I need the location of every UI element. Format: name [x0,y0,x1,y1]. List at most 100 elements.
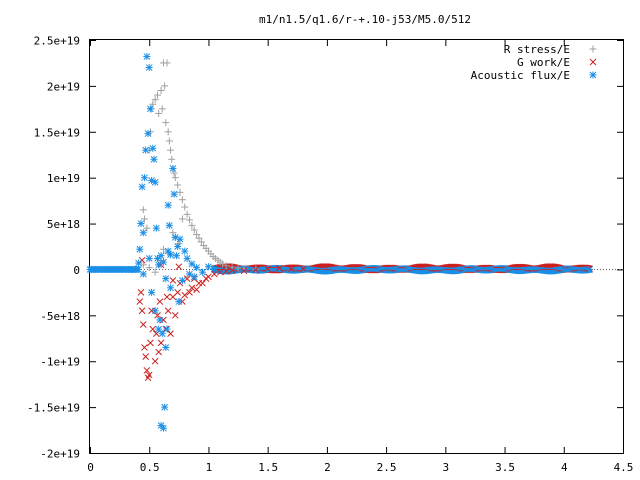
data-point [163,293,171,301]
data-point [181,203,189,211]
data-point [140,215,148,223]
data-point [188,260,196,268]
data-point [188,284,196,292]
y-tick-label: 2.5e+19 [34,35,80,48]
data-point [178,196,186,204]
data-point [140,174,148,182]
x-tick-label: 2 [324,461,331,474]
x-tick-label: 0.5 [140,461,160,474]
data-point [138,183,146,191]
data-point [159,424,167,432]
data-point [149,325,157,333]
data-point [164,247,172,255]
legend-label: Acoustic flux/E [471,69,570,82]
data-point [186,289,193,296]
data-point [175,263,183,271]
x-tick-label: 1.5 [258,461,278,474]
y-tick-label: 2e+19 [47,80,80,93]
data-point [216,268,224,276]
data-point [169,164,177,172]
data-point [147,339,154,347]
data-point [222,267,230,275]
data-point [139,321,147,328]
data-point [199,279,206,287]
data-point [195,234,203,242]
data-point [143,224,151,232]
data-point [171,312,179,319]
data-point [276,264,283,272]
data-point [161,82,169,90]
data-point [170,190,178,198]
y-tick-label: 0 [73,264,80,277]
data-point [144,130,152,138]
data-point [138,307,146,315]
data-point [142,146,150,154]
legend-marker [589,58,597,66]
plot-frame [89,39,624,454]
data-point [139,270,147,278]
data-point [138,256,146,264]
data-point [222,262,230,270]
data-point [151,96,159,104]
data-point [145,371,153,379]
legend-marker [589,45,597,53]
data-point [164,307,172,315]
data-point [137,289,145,296]
data-point [165,221,173,229]
data-point [170,169,178,177]
data-point [164,128,172,136]
data-point [197,238,205,246]
y-tick-label: -5e+18 [40,310,80,323]
data-point [163,325,171,333]
data-point [162,343,170,351]
data-point [193,264,201,272]
data-point [171,174,179,182]
y-tick-label: 5e+18 [47,218,80,231]
y-tick-label: 1e+19 [47,172,80,185]
data-point [168,155,176,163]
data-point [159,258,167,266]
data-point [185,216,193,224]
data-point [190,226,198,234]
data-point [156,316,164,324]
data-point [178,276,186,284]
data-point [150,155,158,163]
data-point [148,288,156,296]
data-point [299,265,307,272]
data-point [136,245,144,253]
data-point [174,243,182,250]
data-point [145,264,153,272]
legend-label: R stress/E [504,43,570,56]
data-point [252,266,260,274]
x-tick-label: 4 [561,461,568,474]
data-point [139,229,147,237]
data-point [178,215,186,223]
data-point [141,344,148,351]
data-point [142,353,149,360]
chart-title: m1/n1.5/q1.6/r-+.10-j53/M5.0/512 [259,13,471,26]
data-point [167,146,175,154]
data-point [165,137,173,145]
data-point [143,53,151,61]
data-point [183,210,191,218]
data-point [288,265,295,273]
x-tick-label: 2.5 [377,461,397,474]
data-point [158,105,166,113]
legend-marker [589,71,597,79]
data-point [152,224,160,232]
data-point [228,263,236,271]
x-tick-label: 3 [443,461,450,474]
legend-label: G work/E [517,56,570,69]
data-point [205,273,212,281]
axis-ticks: 0 0.5 1 1.5 2 2.5 3 3.5 4 4.5 2.5e+19 2e+19 1.5e+19 1… [27,35,633,475]
data-point [210,265,218,273]
y-tick-label: -1e+19 [40,356,80,369]
data-point [146,105,154,113]
data-point [199,268,207,276]
data-point [154,91,162,99]
data-point [145,64,153,72]
data-point [145,254,153,262]
data-point [162,119,170,127]
